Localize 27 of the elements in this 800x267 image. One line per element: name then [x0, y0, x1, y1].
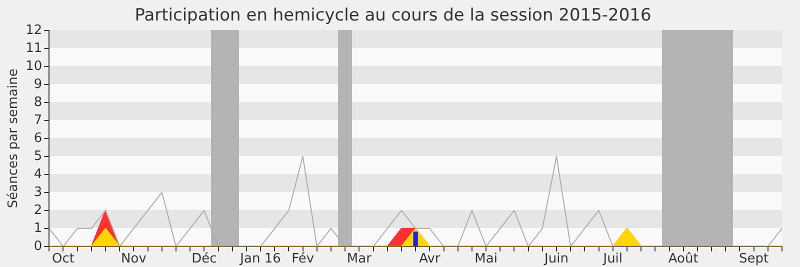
x-tick-label: Mai — [474, 252, 498, 267]
y-axis-title: Séances par semaine — [6, 68, 22, 208]
y-tick-label: 1 — [34, 220, 42, 236]
x-tick-label: Jan 16 — [239, 252, 281, 267]
x-tick-label: Juil — [602, 252, 623, 267]
y-tick-label: 11 — [26, 40, 42, 56]
x-tick-label: Oct — [52, 252, 74, 267]
x-tick-label: Avr — [419, 252, 441, 267]
x-tick-label: Mar — [346, 252, 372, 267]
x-tick-label: Sept — [739, 252, 769, 267]
x-tick-label: Août — [668, 252, 698, 267]
y-tick-label: 5 — [34, 148, 42, 164]
y-tick-label: 10 — [26, 58, 42, 74]
y-tick-label: 7 — [34, 112, 42, 128]
y-tick-label: 4 — [34, 166, 42, 182]
x-tick-label: Fév — [292, 252, 314, 267]
chart-title: Participation en hemicycle au cours de la session 2015-2016 — [134, 6, 652, 26]
x-tick-label: Nov — [121, 252, 147, 267]
y-tick-label: 3 — [34, 184, 42, 200]
y-tick-label: 12 — [26, 22, 42, 38]
x-tick-label: Juin — [544, 252, 568, 267]
y-tick-label: 2 — [34, 202, 42, 218]
y-tick-label: 6 — [34, 130, 42, 146]
y-tick-label: 9 — [34, 76, 42, 92]
x-tick-label: Déc — [192, 252, 217, 267]
y-tick-label: 8 — [34, 94, 42, 110]
y-tick-label: 0 — [34, 238, 42, 254]
